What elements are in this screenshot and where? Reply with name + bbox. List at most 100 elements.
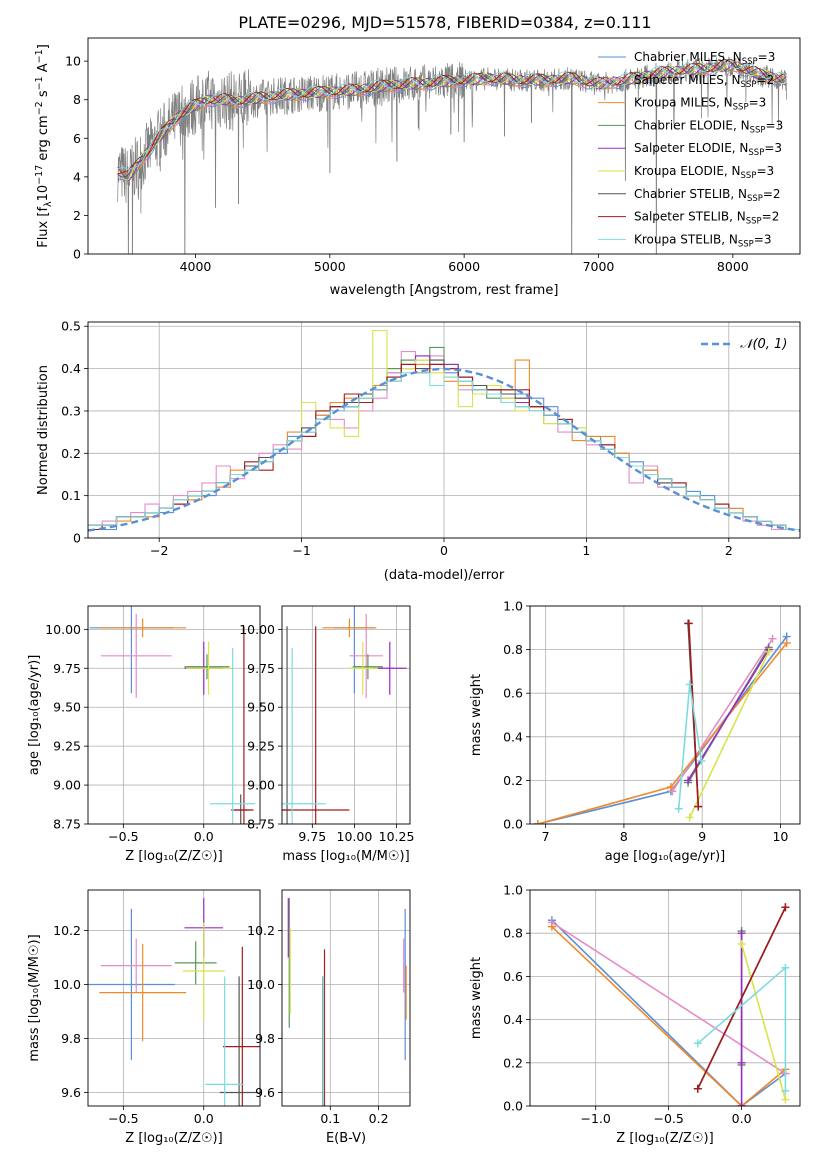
legend-label-eq: =3 (749, 96, 767, 110)
age_vs_Z-chart: −0.5 0.0 8.75 9.00 9.25 9.50 9.75 10.00 Z [log₁₀… (27, 605, 261, 864)
y-tick-label: 0 (73, 531, 81, 546)
series-line (537, 642, 788, 824)
y-tick-label: 10.00 (239, 622, 275, 637)
mass_vs_ebv-chart: 0.1 0.2 9.6 9.8 10.0 10.2 E(B-V) (247, 889, 411, 1146)
y-tick-label: 0.2 (503, 773, 523, 788)
axes-frame (281, 889, 411, 1107)
y-axis-label-part: Flux [f (36, 207, 51, 248)
legend-label: Salpeter STELIB, NSSP=2 (634, 210, 779, 227)
series-marker (694, 802, 703, 811)
series-marker (693, 1039, 702, 1048)
x-tick-label: 10.00 (337, 829, 373, 844)
series-marker (737, 929, 746, 938)
y-tick-label: 0.5 (61, 319, 81, 334)
y-tick-label: 10.0 (247, 977, 275, 992)
x-tick-label: 5000 (314, 259, 346, 274)
y-axis-label: mass [log₁₀(M/M☉)] (27, 934, 42, 1061)
series-marker (684, 619, 693, 628)
y-tick-label: 0.8 (503, 926, 523, 941)
gaussian-curve (88, 367, 800, 532)
x-tick-label: 6000 (448, 259, 480, 274)
y-axis-label-part: −1 (34, 49, 45, 63)
spectrum-model-line (117, 59, 787, 181)
axes-frame (87, 321, 801, 539)
series-marker (674, 804, 683, 813)
y-axis-label: mass weight (469, 957, 484, 1039)
x-tick-label: 4000 (180, 259, 212, 274)
x-axis-label: E(B-V) (326, 1131, 366, 1146)
series-line (697, 906, 787, 1090)
legend-label-text: Salpeter ELODIE, N (634, 141, 748, 155)
y-tick-label: 2 (73, 208, 81, 223)
legend-label-eq: =3 (766, 118, 784, 132)
series-line (537, 636, 788, 824)
legend-label-text: Salpeter STELIB, N (634, 210, 746, 224)
spectrum-chart: 4000 5000 6000 7000 8000 0 2 4 6 8 10 wavelength [A… (34, 37, 801, 298)
y-axis-label-part: −2 (34, 101, 45, 115)
figure-title: PLATE=0296, MJD=51578, FIBERID=0384, z=0… (238, 13, 651, 32)
y-tick-label: 9.25 (53, 739, 81, 754)
series-marker (547, 922, 556, 931)
mass_vs_ebv-plot-area (287, 898, 407, 1106)
legend-label: Salpeter ELODIE, NSSP=3 (634, 141, 782, 158)
y-tick-label: 9.6 (61, 1085, 81, 1100)
x-tick-label: 2 (725, 543, 733, 558)
y-tick-label: 6 (73, 131, 81, 146)
series-line (551, 919, 786, 1106)
y-axis-label-part: erg cm (36, 115, 51, 164)
legend-label: 𝒩(0, 1) (740, 337, 787, 352)
y-tick-label: 9.25 (247, 739, 275, 754)
x-axis-label: (data-model)/error (384, 568, 505, 583)
x-axis-label: Z [log₁₀(Z/Z☉)] (125, 849, 222, 864)
spectrum-model-line (117, 62, 787, 175)
series-line (551, 926, 786, 1106)
legend-label-text: Kroupa STELIB, N (634, 232, 738, 246)
x-tick-label: 0 (440, 543, 448, 558)
legend-label-text: Chabrier MILES, N (634, 50, 742, 64)
y-axis-label-part: ] (36, 44, 51, 49)
y-axis-label-part: s (36, 90, 51, 101)
x-axis-label: wavelength [Angstrom, rest frame] (330, 283, 559, 298)
y-tick-label: 9.8 (255, 1031, 275, 1046)
y-tick-label: 0.2 (503, 1055, 523, 1070)
series-marker (697, 756, 706, 765)
y-tick-label: 9.6 (255, 1085, 275, 1100)
y-axis-label: age [log₁₀(age/yr)] (27, 655, 42, 776)
legend-label-eq: =3 (756, 164, 774, 178)
x-tick-label: 9.75 (298, 829, 326, 844)
spectrum-plot-area (117, 53, 787, 254)
x-tick-label: 0.0 (194, 1111, 214, 1126)
x-axis-label: mass [log₁₀(M/M☉)] (282, 849, 409, 864)
massweight_vs_Z-chart: −1.0 −0.5 0.0 0.0 0.2 0.4 0.6 0.8 1.0 Z [log₁₀(Z/… (469, 883, 801, 1146)
series-line (740, 943, 787, 1100)
y-tick-label: 0.0 (503, 1099, 523, 1114)
x-tick-label: 7 (542, 829, 550, 844)
age_vs_mass-chart: 9.75 10.00 10.25 8.75 9.00 9.25 9.50 9.75 10.00 m… (239, 605, 414, 864)
y-tick-label: 10.00 (45, 622, 81, 637)
legend-label-sub: SSP (746, 217, 762, 227)
legend-label-eq: =3 (754, 232, 772, 246)
x-axis-label: age [log₁₀(age/yr)] (605, 849, 726, 864)
mass_vs_Z-plot-area (88, 898, 260, 1106)
x-axis-label: Z [log₁₀(Z/Z☉)] (616, 1131, 713, 1146)
y-tick-label: 1.0 (503, 599, 523, 614)
legend-label-eq: =3 (764, 141, 782, 155)
legend-label: Kroupa STELIB, NSSP=3 (634, 232, 772, 249)
x-tick-label: 8 (620, 829, 628, 844)
axes-frame (529, 889, 801, 1107)
series-marker (768, 634, 777, 643)
x-tick-label: 0.0 (732, 1111, 752, 1126)
y-axis-label-part: −17 (34, 165, 45, 185)
series-marker (764, 647, 773, 656)
series-marker (533, 820, 542, 824)
residuals-chart: −2 −1 0 1 2 0 0.1 0.2 0.3 0.4 0.5 (data-model)/erro… (36, 319, 801, 583)
y-tick-label: 9.75 (53, 661, 81, 676)
legend-label-sub: SSP (750, 125, 766, 135)
y-tick-label: 0.1 (61, 488, 81, 503)
y-tick-label: 0.2 (61, 446, 81, 461)
legend-label-sub: SSP (741, 171, 757, 181)
x-tick-label: −2 (150, 543, 168, 558)
y-tick-label: 9.00 (247, 778, 275, 793)
